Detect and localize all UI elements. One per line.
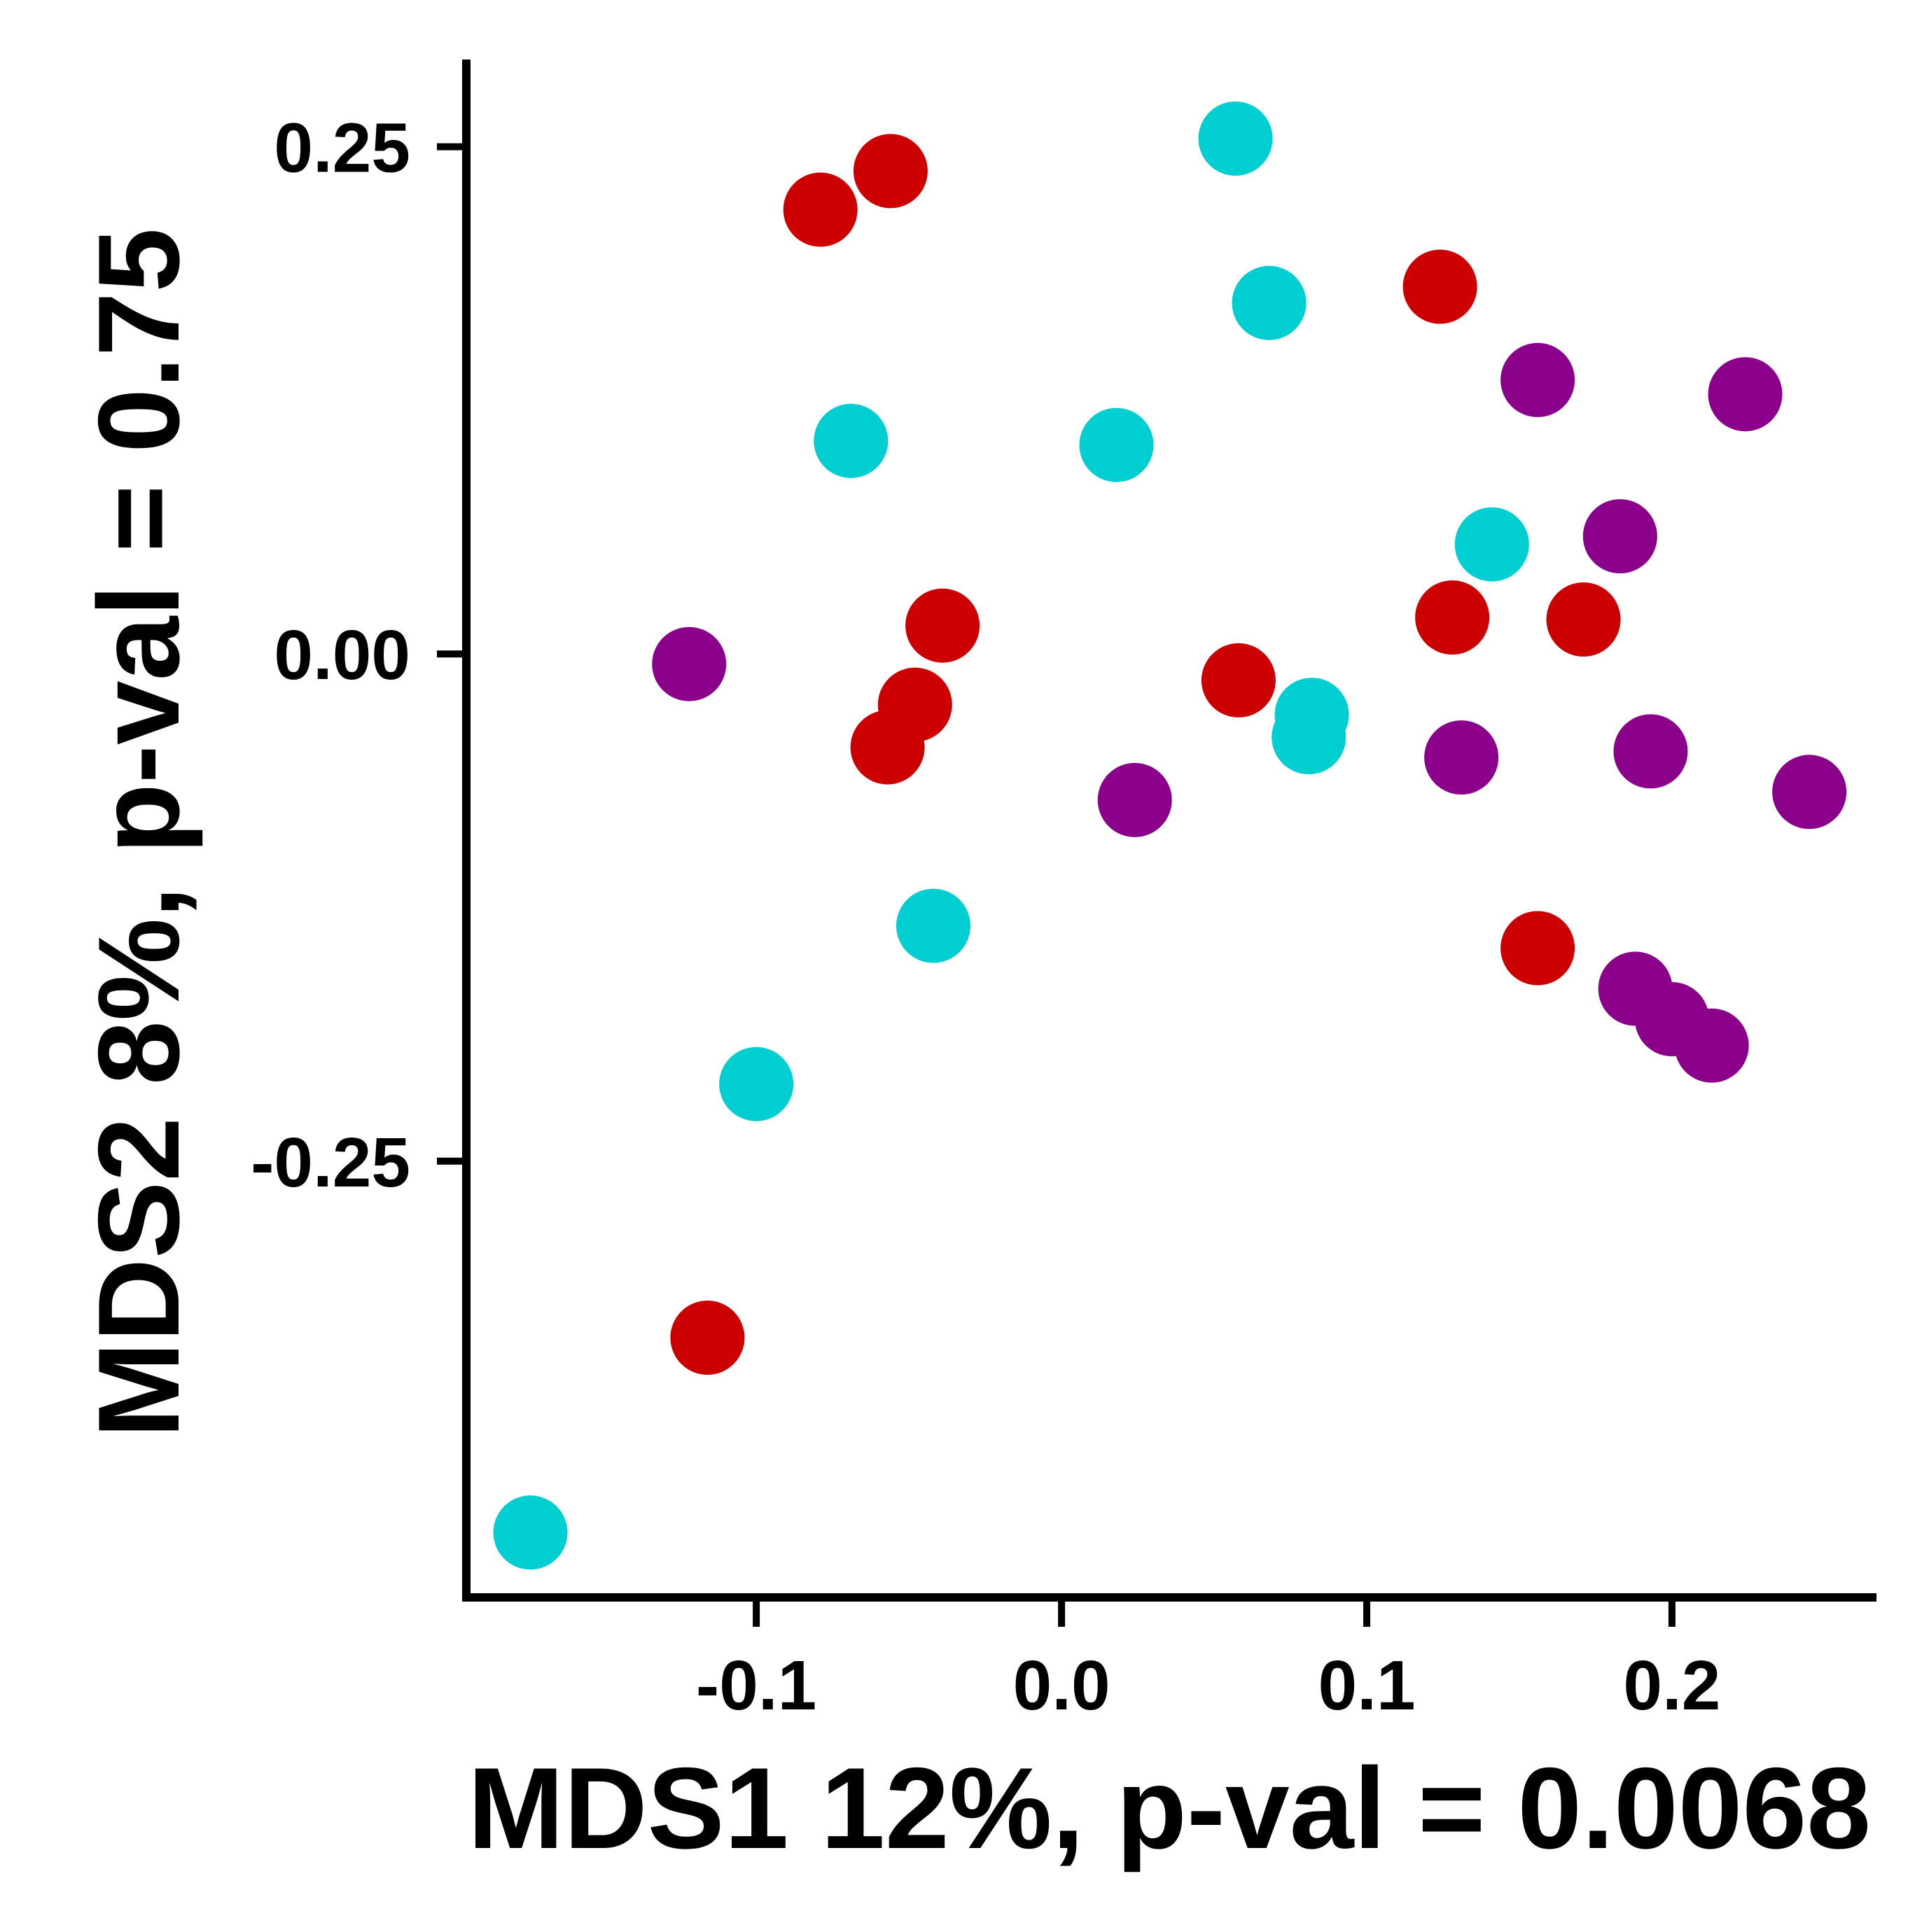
y-tick-label: 0.00 <box>274 616 410 694</box>
data-point <box>905 588 980 663</box>
data-point <box>1454 507 1529 582</box>
data-point <box>850 710 925 785</box>
y-tick-label: 0.25 <box>274 109 410 188</box>
data-point <box>1201 643 1276 718</box>
data-point <box>1500 911 1575 986</box>
y-tick-label: -0.25 <box>251 1124 410 1202</box>
x-tick-label: -0.1 <box>696 1646 816 1725</box>
y-ticks: 0.25 0.00 -0.25 <box>251 109 466 1202</box>
data-point <box>1674 1008 1749 1083</box>
data-point <box>1613 714 1688 789</box>
data-point <box>783 172 858 247</box>
data-point <box>652 626 727 701</box>
data-point <box>1198 102 1273 176</box>
x-tick-label: 0.0 <box>1013 1646 1110 1725</box>
data-point <box>814 403 889 478</box>
data-point <box>1232 265 1307 340</box>
x-tick-label: 0.1 <box>1318 1646 1415 1725</box>
data-point <box>1500 342 1575 417</box>
data-point <box>1708 357 1783 432</box>
data-point <box>1546 582 1621 657</box>
data-point <box>853 134 928 209</box>
data-point <box>670 1301 745 1375</box>
y-axis-title: MDS2 8%, p-val = 0.75 <box>74 228 203 1438</box>
data-point <box>1097 762 1172 837</box>
data-point <box>1424 720 1499 795</box>
points-layer <box>493 102 1847 1570</box>
data-point <box>493 1495 568 1570</box>
data-point <box>1402 249 1477 324</box>
data-point <box>1272 700 1346 775</box>
data-point <box>1582 499 1657 574</box>
data-point <box>1772 755 1847 830</box>
data-point <box>1415 580 1490 655</box>
data-point <box>1079 407 1154 482</box>
x-axis-title: MDS1 12%, p-val = 0.0068 <box>468 1744 1871 1872</box>
data-point <box>896 888 970 963</box>
x-tick-label: 0.2 <box>1623 1646 1720 1725</box>
x-ticks: -0.1 0.0 0.1 0.2 <box>696 1597 1720 1725</box>
data-point <box>719 1046 794 1121</box>
